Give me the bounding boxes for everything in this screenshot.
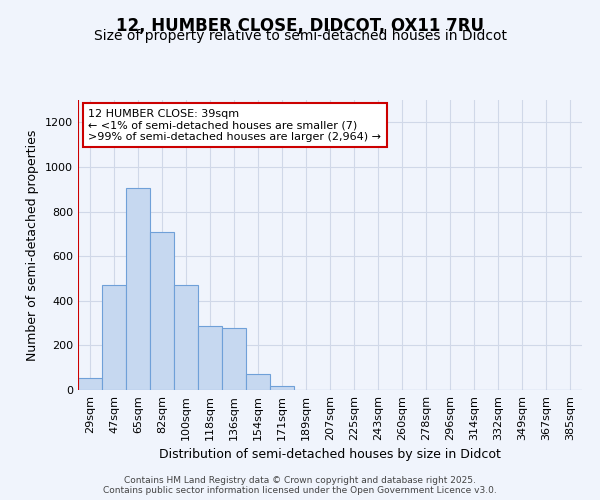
Text: 12, HUMBER CLOSE, DIDCOT, OX11 7RU: 12, HUMBER CLOSE, DIDCOT, OX11 7RU: [116, 18, 484, 36]
Bar: [150, 232, 174, 390]
Text: 12 HUMBER CLOSE: 39sqm
← <1% of semi-detached houses are smaller (7)
>99% of sem: 12 HUMBER CLOSE: 39sqm ← <1% of semi-det…: [88, 108, 381, 142]
Bar: [102, 285, 126, 390]
Bar: [78, 378, 102, 390]
X-axis label: Distribution of semi-detached houses by size in Didcot: Distribution of semi-detached houses by …: [159, 448, 501, 462]
Bar: [222, 328, 246, 390]
Text: Size of property relative to semi-detached houses in Didcot: Size of property relative to semi-detach…: [94, 29, 506, 43]
Bar: [270, 386, 294, 390]
Y-axis label: Number of semi-detached properties: Number of semi-detached properties: [26, 130, 40, 360]
Bar: [198, 326, 222, 390]
Text: Contains HM Land Registry data © Crown copyright and database right 2025.
Contai: Contains HM Land Registry data © Crown c…: [103, 476, 497, 495]
Bar: [174, 285, 198, 390]
Bar: [126, 188, 150, 390]
Bar: [246, 374, 270, 390]
